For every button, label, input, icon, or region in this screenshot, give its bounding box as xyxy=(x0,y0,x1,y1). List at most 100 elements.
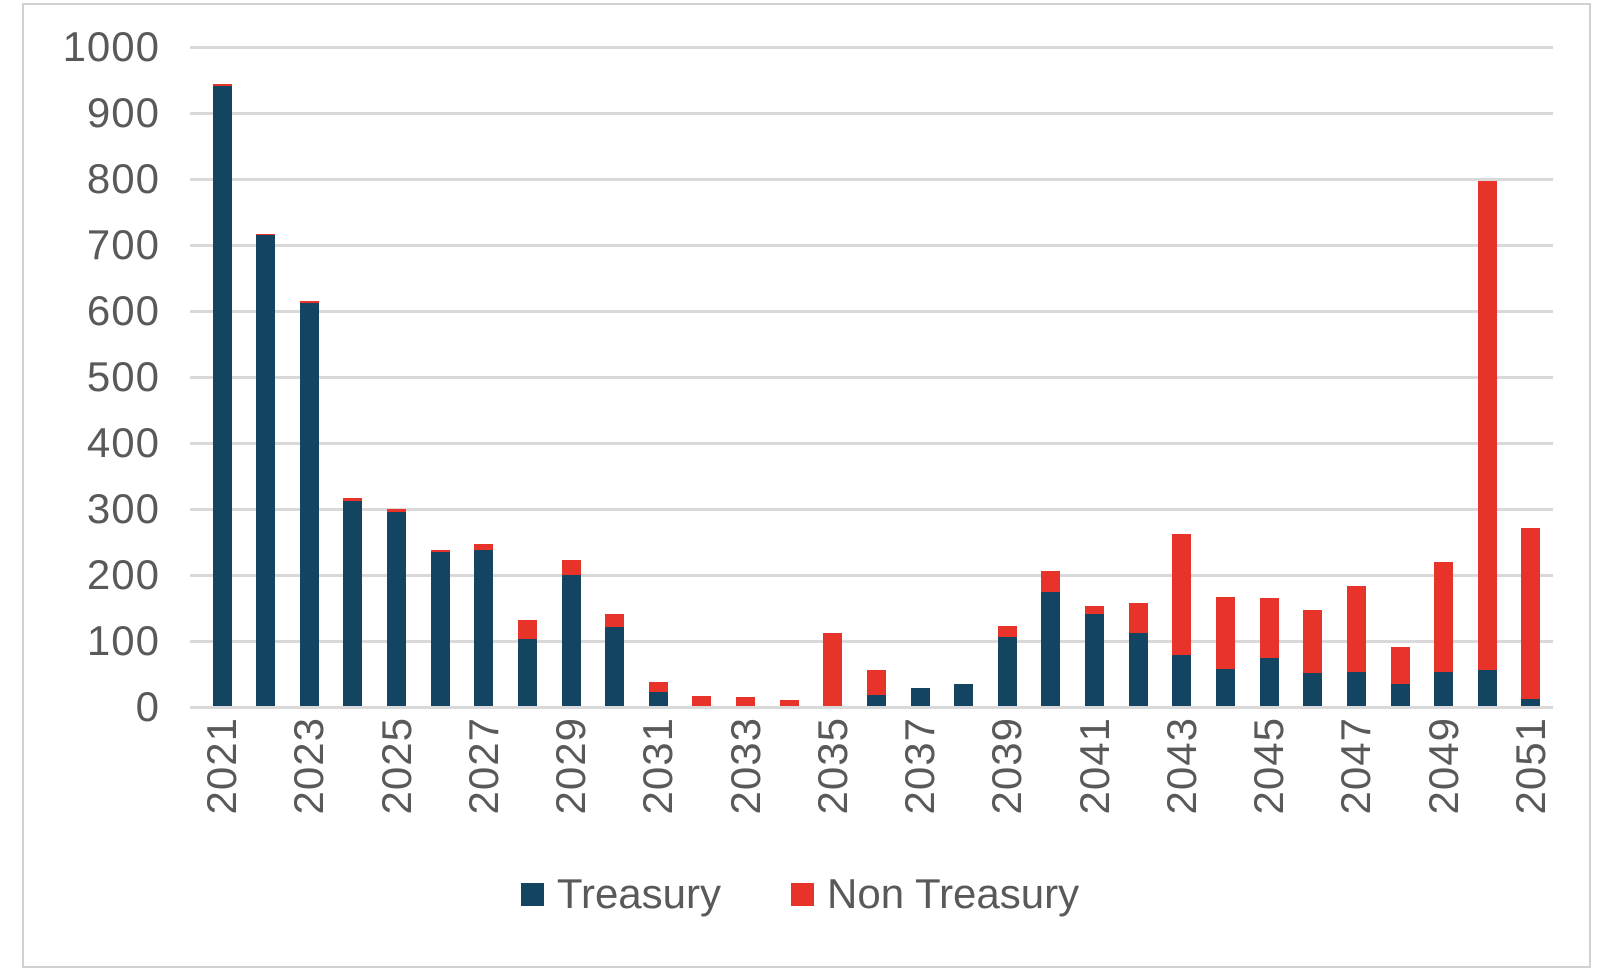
x-axis-tick-2029: 2029 xyxy=(547,717,595,815)
non-treasury-bar-segment-2024 xyxy=(343,498,363,502)
x-axis-tick-2047: 2047 xyxy=(1332,717,1380,815)
bar-column-2042 xyxy=(1128,603,1148,706)
bar-column-2032 xyxy=(692,696,712,706)
legend-item-treasury: Treasury xyxy=(520,870,722,918)
non-treasury-bar-segment-2034 xyxy=(779,700,799,706)
treasury-bar-segment-2024 xyxy=(343,501,363,706)
non-treasury-bar-segment-2040 xyxy=(1041,571,1061,593)
x-axis-tick-2031: 2031 xyxy=(634,717,682,815)
treasury-bar-segment-2030 xyxy=(605,627,625,706)
non-treasury-bar-segment-2048 xyxy=(1390,646,1410,684)
gridline-500 xyxy=(190,375,1553,379)
treasury-bar-segment-2045 xyxy=(1259,657,1279,706)
x-axis-tick-2041: 2041 xyxy=(1070,717,1118,815)
non-treasury-bar-segment-2047 xyxy=(1346,585,1366,673)
bar-column-2025 xyxy=(387,509,407,706)
non-treasury-bar-segment-2031 xyxy=(648,682,668,693)
treasury-bar-segment-2021 xyxy=(212,85,232,706)
non-treasury-bar-segment-2021 xyxy=(212,83,232,86)
non-treasury-bar-segment-2045 xyxy=(1259,598,1279,658)
non-treasury-bar-segment-2051 xyxy=(1521,527,1541,700)
treasury-bar-segment-2025 xyxy=(387,511,407,706)
bar-column-2029 xyxy=(561,560,581,706)
bar-column-2040 xyxy=(1041,571,1061,706)
bar-column-2023 xyxy=(299,300,319,706)
legend: Treasury Non Treasury xyxy=(0,866,1600,922)
treasury-bar-segment-2031 xyxy=(648,692,668,706)
non-treasury-bar-segment-2039 xyxy=(997,625,1017,638)
treasury-bar-segment-2048 xyxy=(1390,683,1410,706)
x-axis-tick-2033: 2033 xyxy=(721,717,769,815)
x-axis-tick-2035: 2035 xyxy=(808,717,856,815)
treasury-bar-segment-2046 xyxy=(1303,673,1323,706)
chart-canvas-border xyxy=(22,3,1591,968)
treasury-bar-segment-2028 xyxy=(517,638,537,706)
x-axis-tick-2043: 2043 xyxy=(1157,717,1205,815)
bar-column-2037 xyxy=(910,687,930,706)
y-axis-tick-0: 0 xyxy=(135,683,160,730)
plot-area xyxy=(190,45,1553,709)
bar-column-2051 xyxy=(1521,527,1541,706)
non-treasury-legend-label: Non Treasury xyxy=(827,870,1080,917)
non-treasury-swatch-icon xyxy=(791,882,815,906)
bar-column-2047 xyxy=(1346,585,1366,706)
x-axis-tick-2045: 2045 xyxy=(1245,717,1293,815)
non-treasury-bar-segment-2043 xyxy=(1172,534,1192,655)
treasury-bar-segment-2023 xyxy=(299,303,319,706)
treasury-bar-segment-2041 xyxy=(1085,614,1105,706)
y-axis-tick-700: 700 xyxy=(86,221,160,268)
non-treasury-bar-segment-2041 xyxy=(1085,606,1105,615)
treasury-bar-segment-2029 xyxy=(561,575,581,706)
non-treasury-bar-segment-2030 xyxy=(605,614,625,628)
bar-column-2033 xyxy=(736,697,756,706)
bar-column-2026 xyxy=(430,550,450,706)
bar-column-2045 xyxy=(1259,598,1279,706)
non-treasury-bar-segment-2035 xyxy=(823,633,843,706)
treasury-bar-segment-2051 xyxy=(1521,699,1541,706)
non-treasury-bar-segment-2026 xyxy=(430,550,450,553)
bar-column-2038 xyxy=(954,683,974,706)
y-axis-tick-400: 400 xyxy=(86,419,160,466)
non-treasury-bar-segment-2027 xyxy=(474,543,494,551)
y-axis: 0 100 200 300 400 500 600 700 800 900 1000 xyxy=(0,25,160,729)
non-treasury-bar-segment-2028 xyxy=(517,620,537,639)
bar-column-2041 xyxy=(1085,606,1105,706)
treasury-bar-segment-2040 xyxy=(1041,592,1061,706)
gridline-200 xyxy=(190,573,1553,577)
bar-column-2031 xyxy=(648,682,668,706)
x-axis-tick-2025: 2025 xyxy=(372,717,420,815)
bar-column-2050 xyxy=(1477,181,1497,706)
non-treasury-bar-segment-2023 xyxy=(299,300,319,304)
treasury-bar-segment-2038 xyxy=(954,683,974,706)
bar-column-2046 xyxy=(1303,610,1323,706)
treasury-bar-segment-2049 xyxy=(1434,672,1454,706)
bar-column-2036 xyxy=(866,670,886,706)
non-treasury-bar-segment-2042 xyxy=(1128,603,1148,633)
treasury-legend-label: Treasury xyxy=(556,870,722,917)
y-axis-tick-800: 800 xyxy=(86,155,160,202)
gridline-900 xyxy=(190,111,1553,115)
bar-column-2039 xyxy=(997,625,1017,706)
y-axis-tick-500: 500 xyxy=(86,353,160,400)
x-axis-tick-2021: 2021 xyxy=(198,717,245,815)
gridline-600 xyxy=(190,309,1553,313)
gridline-400 xyxy=(190,441,1553,445)
gridline-300 xyxy=(190,507,1553,511)
treasury-bar-segment-2044 xyxy=(1215,669,1235,706)
x-axis: 2021 2023 2025 2027 2029 2031 2033 2035 2037 2039… xyxy=(0,717,1600,862)
non-treasury-bar-segment-2029 xyxy=(561,560,581,576)
y-axis-tick-300: 300 xyxy=(86,485,160,532)
bar-column-2030 xyxy=(605,614,625,706)
non-treasury-bar-segment-2025 xyxy=(387,509,407,512)
bar-column-2035 xyxy=(823,633,843,706)
y-axis-tick-600: 600 xyxy=(86,287,160,334)
gridline-0 xyxy=(190,705,1553,709)
treasury-swatch-icon xyxy=(520,882,544,906)
treasury-bar-segment-2037 xyxy=(910,687,930,706)
y-axis-tick-100: 100 xyxy=(86,617,160,664)
treasury-bar-segment-2047 xyxy=(1346,672,1366,706)
x-axis-tick-2037: 2037 xyxy=(896,717,944,815)
non-treasury-bar-segment-2032 xyxy=(692,696,712,706)
non-treasury-bar-segment-2033 xyxy=(736,697,756,706)
